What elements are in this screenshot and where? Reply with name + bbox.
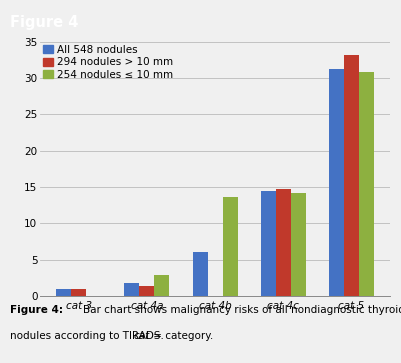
Bar bbox=[328, 69, 343, 296]
Text: = category.: = category. bbox=[149, 331, 212, 341]
Bar bbox=[124, 283, 139, 296]
Bar bbox=[154, 275, 169, 296]
Text: Bar chart shows malignancy risks of all nondiagnostic thyroid: Bar chart shows malignancy risks of all … bbox=[70, 305, 401, 315]
Text: nodules according to TIRADS.: nodules according to TIRADS. bbox=[10, 331, 167, 341]
Bar bbox=[56, 289, 71, 296]
Text: cat: cat bbox=[133, 331, 149, 341]
Bar bbox=[358, 72, 373, 296]
Bar bbox=[139, 286, 154, 296]
Bar bbox=[71, 289, 86, 296]
Bar bbox=[343, 55, 358, 296]
Bar bbox=[192, 252, 207, 296]
Legend: All 548 nodules, 294 nodules > 10 mm, 254 nodules ≤ 10 mm: All 548 nodules, 294 nodules > 10 mm, 25… bbox=[43, 45, 172, 80]
Bar bbox=[275, 189, 290, 296]
Bar bbox=[222, 197, 237, 296]
Bar bbox=[290, 193, 305, 296]
Text: Figure 4: Figure 4 bbox=[10, 16, 78, 30]
Bar bbox=[260, 191, 275, 296]
Text: Figure 4:: Figure 4: bbox=[10, 305, 63, 315]
